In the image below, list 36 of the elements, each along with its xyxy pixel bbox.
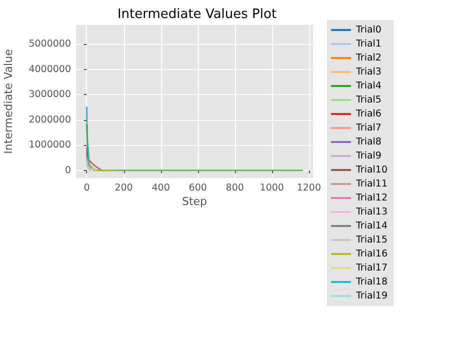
legend-label: Trial10 <box>355 164 388 176</box>
y-tick-label: 4000000 <box>28 64 71 75</box>
legend-label: Trial13 <box>355 206 388 218</box>
x-tick-label: 1200 <box>296 182 322 194</box>
legend-label: Trial3 <box>355 66 382 78</box>
legend-label: Trial1 <box>355 38 382 50</box>
legend-label: Trial14 <box>355 220 388 232</box>
legend-label: Trial4 <box>355 80 382 92</box>
y-tick-label: 1000000 <box>28 140 71 151</box>
x-tick-label: 200 <box>114 182 133 194</box>
y-axis-title: Intermediate Value <box>2 48 15 154</box>
x-axis-title: Step <box>182 195 208 208</box>
legend-label: Trial16 <box>355 248 388 260</box>
legend-label: Trial0 <box>355 24 382 36</box>
y-tick-label: 2000000 <box>28 114 71 126</box>
legend-label: Trial12 <box>355 192 388 204</box>
x-tick-label: 600 <box>188 182 207 194</box>
y-tick-label: 0 <box>64 164 71 176</box>
y-tick-label: 5000000 <box>28 38 71 50</box>
legend-label: Trial6 <box>355 108 382 120</box>
legend-label: Trial5 <box>355 94 382 106</box>
legend-label: Trial2 <box>355 52 382 64</box>
x-tick-label: 800 <box>226 182 244 194</box>
legend-label: Trial18 <box>355 276 388 288</box>
x-tick-label: 400 <box>152 182 170 194</box>
legend-label: Trial15 <box>355 234 388 246</box>
legend-label: Trial17 <box>355 262 388 274</box>
legend-label: Trial19 <box>355 290 388 302</box>
legend-label: Trial9 <box>355 150 382 162</box>
legend-label: Trial8 <box>355 136 382 148</box>
legend-label: Trial7 <box>355 122 382 134</box>
legend-label: Trial11 <box>355 178 388 190</box>
chart-title: Intermediate Values Plot <box>117 7 277 22</box>
x-tick-label: 1000 <box>260 182 284 194</box>
y-tick-label: 3000000 <box>28 89 71 100</box>
x-tick-label: 0 <box>84 182 90 194</box>
